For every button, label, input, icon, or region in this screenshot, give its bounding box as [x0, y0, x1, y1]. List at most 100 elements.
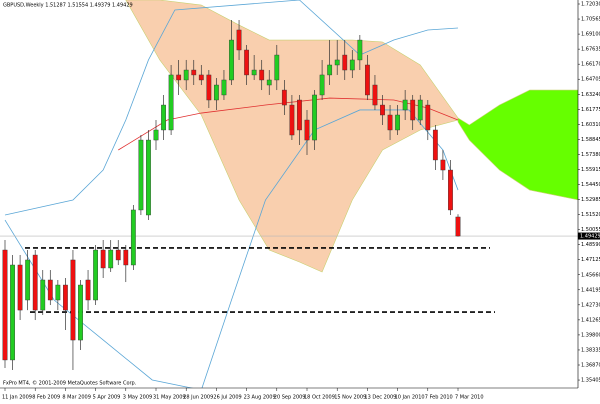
candle-body — [380, 104, 385, 116]
candle-body — [183, 69, 189, 81]
y-tick-label: 1.72030 — [581, 2, 600, 8]
x-tick-label: 5 Apr 2009 — [93, 395, 121, 401]
candle-body — [161, 104, 166, 131]
candle-body — [93, 249, 99, 301]
candle-body — [85, 279, 91, 301]
candle-body — [365, 64, 370, 96]
y-tick-label: 1.55915 — [581, 167, 600, 173]
plot-area — [0, 0, 578, 388]
candle-body — [100, 249, 106, 269]
candle-body — [440, 159, 446, 171]
candle-body — [198, 74, 204, 81]
candle-body — [349, 59, 355, 71]
candle-body — [417, 99, 423, 121]
y-tick-label: 1.52985 — [581, 197, 600, 203]
candle-body — [40, 279, 46, 311]
y-tick-label: 1.48590 — [581, 242, 600, 248]
candle-body — [206, 74, 212, 101]
candle-body — [410, 99, 416, 121]
cloud — [457, 89, 578, 201]
candle-body — [146, 139, 151, 216]
candle-body — [115, 249, 121, 261]
candle-body — [32, 254, 38, 311]
price-label: 1.49429 — [580, 234, 600, 240]
y-tick-label: 1.69100 — [581, 32, 600, 38]
candle-body — [47, 279, 53, 301]
candle-body — [63, 284, 68, 311]
x-tick-label: 8 Feb 2009 — [32, 395, 60, 401]
x-tick-label: 23 Aug 2009 — [244, 395, 276, 401]
y-tick-label: 1.47125 — [581, 257, 600, 263]
price-label-box — [578, 232, 600, 240]
candle-body — [259, 69, 265, 81]
candle-body — [153, 129, 159, 141]
candle-body — [281, 89, 287, 106]
y-tick-label: 1.60310 — [581, 122, 600, 128]
footer: FxPro MT4, © 2001-2009 MetaQuotes Softwa… — [3, 380, 137, 387]
y-tick-label: 1.42730 — [581, 302, 600, 308]
candle-body — [168, 74, 174, 131]
y-tick-label: 1.66170 — [581, 62, 600, 68]
x-tick-label: 13 Dec 2009 — [364, 395, 396, 401]
x-tick-label: 26 Jul 2009 — [213, 395, 241, 401]
y-tick-label: 1.57380 — [581, 152, 600, 158]
candle-body — [191, 69, 197, 76]
candle-body — [78, 284, 83, 341]
y-tick-label: 1.70565 — [581, 17, 600, 23]
candle-body — [372, 84, 378, 106]
y-tick-label: 1.45660 — [581, 272, 600, 278]
candle-body — [108, 249, 114, 269]
y-tick-label: 1.38335 — [581, 347, 600, 353]
x-tick-label: 15 Nov 2009 — [334, 395, 366, 401]
y-tick-label: 1.63240 — [581, 92, 600, 98]
y-tick-label: 1.36870 — [581, 363, 600, 369]
x-tick-label: 28 Jun 2009 — [183, 395, 213, 401]
candle-body — [327, 64, 333, 76]
y-tick-label: 1.58845 — [581, 137, 600, 143]
candle-body — [455, 216, 461, 237]
candle-body — [10, 264, 15, 361]
y-tick-label: 1.39800 — [581, 332, 600, 338]
y-tick-label: 1.35405 — [581, 378, 600, 384]
candle-body — [289, 104, 295, 136]
candle-body — [229, 39, 234, 81]
y-tick-label: 1.54450 — [581, 182, 600, 188]
candle-body — [425, 104, 431, 131]
candle-body — [319, 74, 325, 96]
candle-body — [17, 264, 23, 311]
candle-body — [55, 284, 61, 301]
candle-body — [70, 259, 76, 341]
candle-body — [2, 249, 8, 361]
candle-body — [221, 79, 227, 96]
y-tick-label: 1.44195 — [581, 287, 600, 293]
candle-body — [297, 99, 302, 131]
candle-body — [395, 114, 400, 131]
y-tick-label: 1.61775 — [581, 107, 600, 113]
candle-body — [432, 129, 438, 161]
candle-body — [176, 74, 182, 81]
candle-body — [251, 69, 257, 76]
x-tick-label: 31 May 2009 — [153, 395, 186, 401]
candle-body — [25, 259, 31, 301]
candle-body — [402, 99, 408, 111]
y-tick-label: 1.64705 — [581, 77, 600, 83]
candle-body — [342, 54, 348, 71]
candle-body — [236, 29, 242, 51]
candle-body — [130, 209, 136, 266]
candle-body — [357, 39, 363, 61]
y-tick-label: 1.41265 — [581, 317, 600, 323]
x-tick-label: 7 Feb 2010 — [425, 395, 453, 401]
candle-body — [138, 139, 144, 211]
x-tick-label: 8 Mar 2009 — [62, 395, 91, 401]
candle-body — [123, 249, 129, 266]
y-tick-label: 1.67635 — [581, 47, 600, 53]
x-tick-label: 3 May 2009 — [123, 395, 152, 401]
y-tick-label: 1.51520 — [581, 212, 600, 218]
candle-body — [448, 169, 453, 211]
x-tick-label: 7 Mar 2010 — [455, 395, 484, 401]
indicator-line — [4, 0, 459, 216]
chart-title: GBPUSD,Weekly 1.51287 1.51554 1.49379 1.… — [3, 3, 133, 9]
candle-body — [387, 114, 393, 131]
candle-body — [266, 79, 272, 86]
x-tick-label: 11 Jan 2009 — [2, 395, 32, 401]
